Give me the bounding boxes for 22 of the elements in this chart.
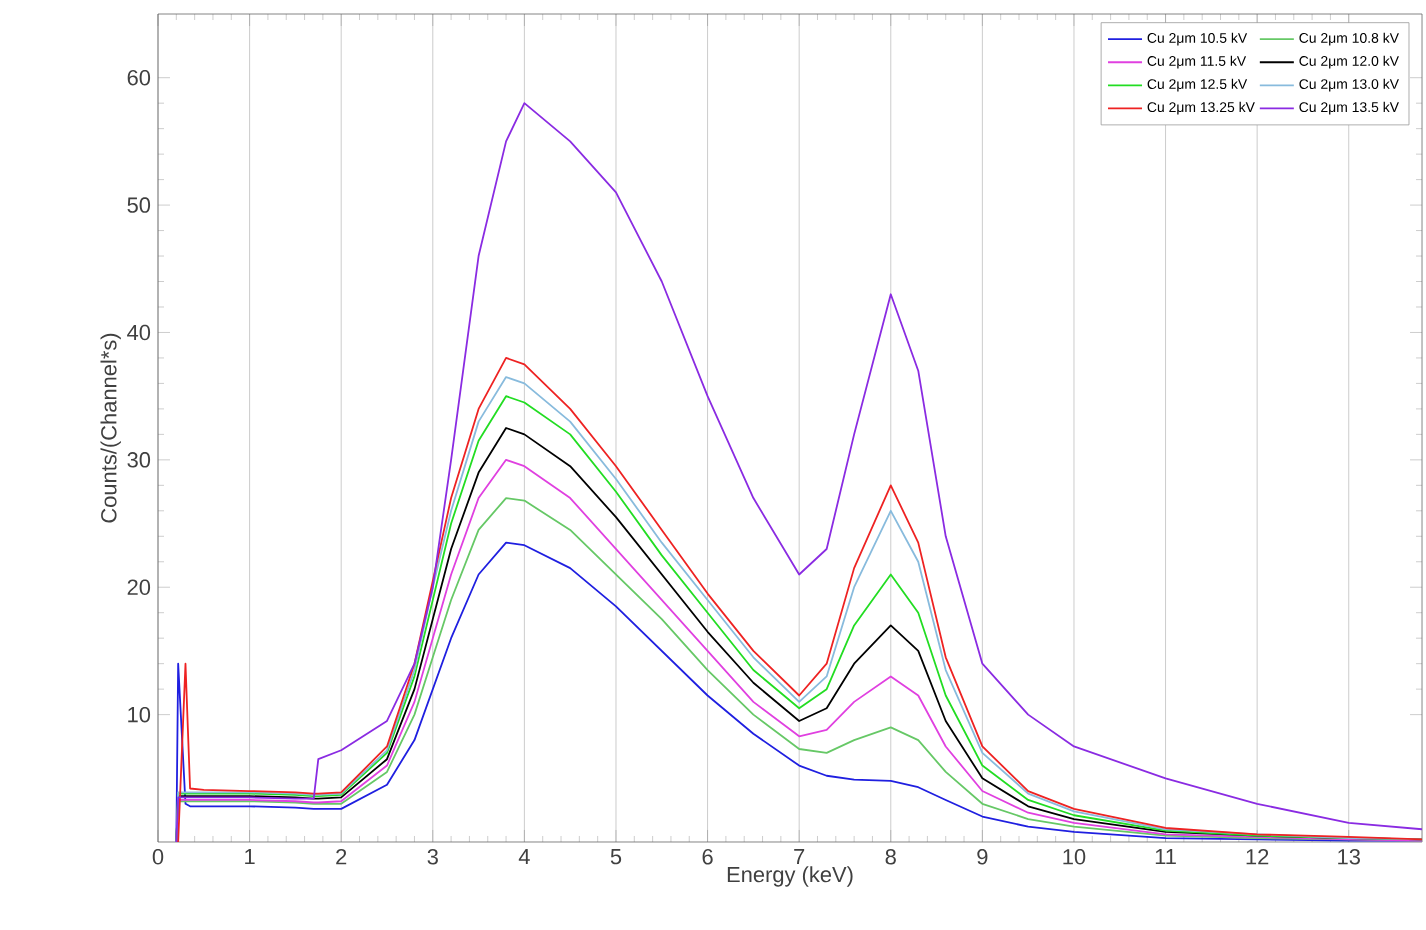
x-tick-label: 8 (885, 849, 896, 865)
y-tick-label: 40 (127, 324, 151, 341)
x-tick-label: 5 (610, 849, 622, 865)
y-axis-title: Counts/(Channel*s) (100, 333, 121, 523)
y-tick-label: 30 (127, 452, 151, 468)
y-tick-label: 60 (127, 69, 151, 86)
y-tick-label: 20 (127, 579, 151, 595)
x-tick-label: 1 (245, 849, 255, 865)
x-tick-label: 13 (1338, 849, 1360, 865)
x-tick-label: 9 (977, 849, 988, 865)
x-tick-label: 3 (427, 849, 438, 865)
x-tick-label: 11 (1155, 849, 1176, 865)
y-tick-label: 10 (128, 706, 151, 723)
x-tick-label: 2 (336, 849, 347, 865)
x-tick-label: 10 (1063, 849, 1086, 865)
x-axis-title: Energy (keV) (727, 866, 853, 887)
x-tick-label: 4 (518, 849, 530, 865)
x-tick-label: 7 (794, 849, 805, 865)
x-tick-label: 6 (702, 849, 713, 865)
x-tick-label: 12 (1246, 849, 1269, 865)
y-tick-label: 50 (127, 197, 151, 213)
x-tick-label: 0 (152, 849, 164, 865)
